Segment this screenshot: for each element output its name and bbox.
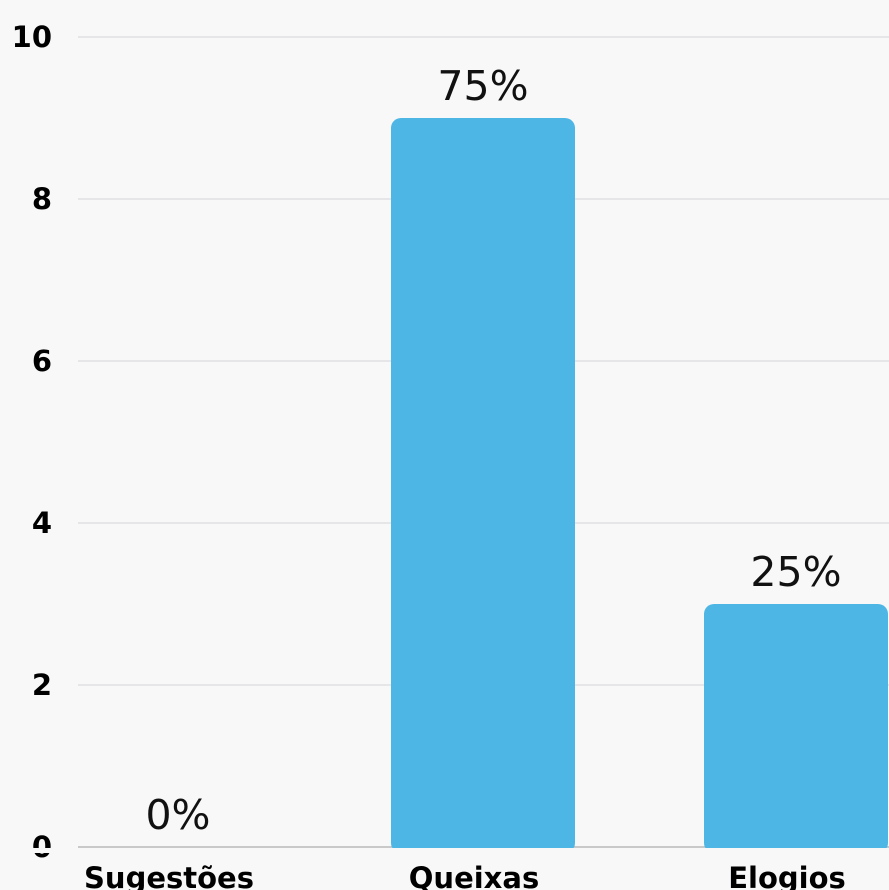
data-label-queixas: 75% — [437, 62, 528, 110]
data-label-elogios: 25% — [750, 548, 841, 596]
y-tick-label-6: 6 — [32, 344, 52, 378]
x-axis-categories: Sugestões Queixas Elogios — [84, 861, 846, 890]
y-tick-label-2: 2 — [32, 668, 52, 702]
y-axis-ticks: 0 2 4 6 8 10 — [12, 20, 52, 864]
y-tick-label-10: 10 — [12, 20, 52, 54]
bar-queixas — [391, 118, 575, 853]
category-label-sugestões: Sugestões — [84, 861, 254, 890]
data-label-sugestões: 0% — [145, 791, 210, 839]
bars-layer — [0, 118, 889, 853]
category-label-elogios: Elogios — [728, 861, 846, 890]
y-tick-label-4: 4 — [32, 506, 52, 540]
data-labels-layer: 0% 75% 25% — [145, 62, 841, 839]
y-tick-label-8: 8 — [32, 182, 52, 216]
category-label-queixas: Queixas — [409, 861, 539, 890]
bar-elogios — [704, 604, 888, 853]
y-tick-label-0: 0 — [32, 830, 52, 864]
baseline-mask — [0, 848, 889, 853]
